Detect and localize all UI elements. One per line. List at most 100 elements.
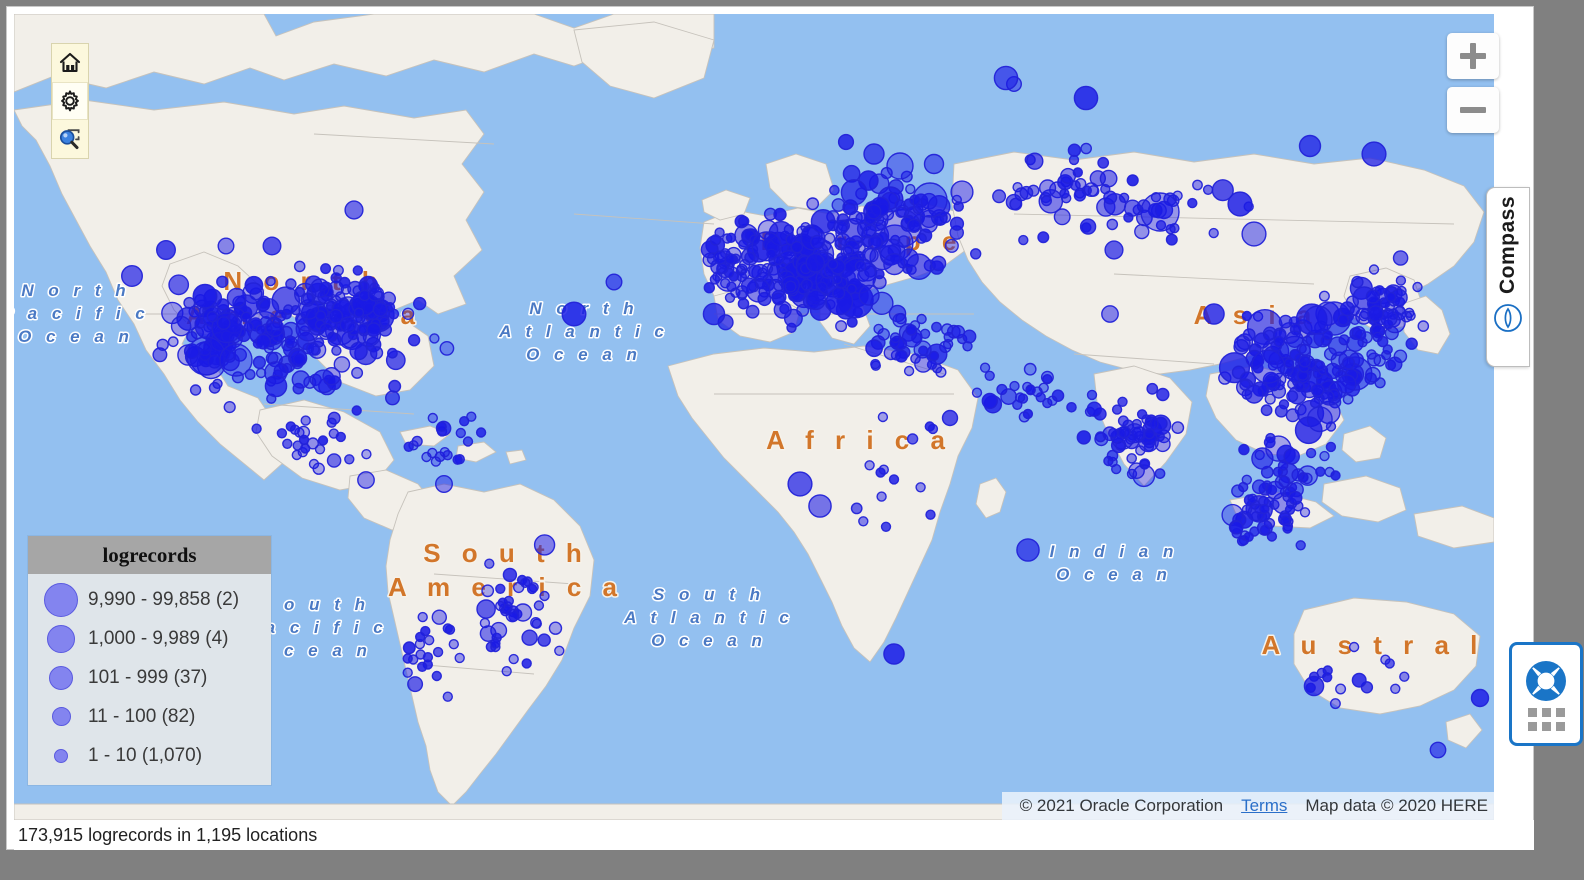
map-bubble[interactable] [835,320,848,333]
map-bubble[interactable] [331,345,342,356]
map-bubble[interactable] [772,292,786,306]
map-bubble[interactable] [317,435,329,446]
map-bubble[interactable] [740,277,758,294]
zoom-controls[interactable] [1447,33,1499,133]
map-bubble[interactable] [738,215,750,228]
map-bubble[interactable] [1012,399,1023,410]
map-bubble[interactable] [703,282,715,294]
map-bubble[interactable] [189,384,202,396]
map-bubble[interactable] [481,584,495,598]
map-bubble[interactable] [773,207,787,222]
map-bubble[interactable] [561,301,587,327]
map-bubble[interactable] [865,339,883,358]
map-bubble[interactable] [883,253,906,276]
map-bubble[interactable] [217,237,235,255]
map-bubble[interactable] [1067,143,1082,157]
map-bubble[interactable] [906,433,919,445]
map-bubble[interactable] [1115,440,1126,451]
map-bubble[interactable] [1202,184,1214,196]
map-bubble[interactable] [526,583,538,595]
map-bubble[interactable] [1345,295,1359,309]
map-bubble[interactable] [495,600,506,612]
map-bubble[interactable] [876,491,887,502]
map-bubble[interactable] [806,197,820,211]
map-bubble[interactable] [314,444,326,455]
map-canvas[interactable]: N o r t hP a c i f i cO c e a n N o r t h… [14,14,1494,820]
map-bubble[interactable] [702,302,726,326]
map-bubble[interactable] [326,453,342,468]
map-bubble[interactable] [402,667,413,678]
map-bubble[interactable] [800,278,813,291]
map-bubble[interactable] [984,370,995,381]
map-bubble[interactable] [863,224,877,238]
map-bubble[interactable] [319,322,334,338]
map-bubble[interactable] [1099,169,1118,188]
map-bubble[interactable] [1342,393,1354,405]
map-bubble[interactable] [1117,425,1131,439]
map-bubble[interactable] [1274,404,1288,418]
map-bubble[interactable] [293,260,306,273]
map-bubble[interactable] [455,427,466,439]
map-bubble[interactable] [294,286,306,298]
map-bubble[interactable] [388,379,402,393]
map-bubble[interactable] [554,645,565,656]
map-bubble[interactable] [1368,264,1380,275]
map-bubble[interactable] [1282,523,1293,534]
map-bubble[interactable] [1348,641,1360,653]
map-bubble[interactable] [918,345,929,356]
map-bubble[interactable] [894,349,908,363]
map-bubble[interactable] [1283,358,1295,369]
map-bubble[interactable] [1241,474,1253,485]
map-bubble[interactable] [745,304,760,319]
map-bubble[interactable] [1241,310,1253,322]
map-bubble[interactable] [1336,374,1357,394]
map-bubble[interactable] [854,260,867,272]
map-bubble[interactable] [264,374,288,398]
map-bubble[interactable] [430,456,442,467]
map-bubble[interactable] [738,239,749,250]
map-bubble[interactable] [436,421,447,432]
legend-panel[interactable]: logrecords 9,990 - 99,858 (2) 1,000 - 9,9… [28,536,271,785]
map-bubble[interactable] [335,431,346,443]
map-bubble[interactable] [1299,507,1311,518]
map-bubble[interactable] [1241,388,1253,400]
map-bubble[interactable] [344,454,355,465]
map-bubble[interactable] [427,447,438,459]
map-bubble[interactable] [1320,390,1335,404]
map-bubble[interactable] [915,482,926,493]
map-bubble[interactable] [744,251,756,264]
map-bubble[interactable] [1042,374,1053,385]
map-bubble[interactable] [501,666,512,677]
map-bubble[interactable] [1097,156,1110,169]
map-bubble[interactable] [333,356,351,373]
map-bubble[interactable] [452,454,463,465]
map-bubble[interactable] [829,184,840,196]
map-bubble[interactable] [1047,395,1058,406]
map-bubble[interactable] [1263,436,1276,449]
map-bubble[interactable] [427,412,438,424]
zoom-out-button[interactable] [1447,87,1499,133]
map-bubble[interactable] [1367,352,1382,367]
map-bubble[interactable] [1338,334,1350,346]
map-viewport[interactable]: N o r t hP a c i f i cO c e a n N o r t h… [14,14,1494,820]
map-bubble[interactable] [168,274,190,296]
map-bubble[interactable] [864,460,875,471]
map-bubble[interactable] [784,280,797,293]
map-bubble[interactable] [1019,185,1034,200]
map-bubble[interactable] [353,307,365,318]
map-bubble[interactable] [320,263,332,275]
map-bubble[interactable] [495,583,506,594]
map-bubble[interactable] [1298,355,1312,368]
map-bubble[interactable] [233,347,248,362]
map-bubble[interactable] [931,321,942,333]
map-bubble[interactable] [417,661,428,672]
map-bubble[interactable] [289,349,308,368]
map-bubble[interactable] [925,509,936,520]
map-bubble[interactable] [1154,468,1166,479]
map-bubble[interactable] [1042,397,1053,409]
map-bubble[interactable] [1117,415,1129,427]
map-bubble[interactable] [429,333,440,344]
map-bubble[interactable] [1037,231,1050,244]
map-bubble[interactable] [916,232,927,244]
map-bubble[interactable] [170,315,192,337]
